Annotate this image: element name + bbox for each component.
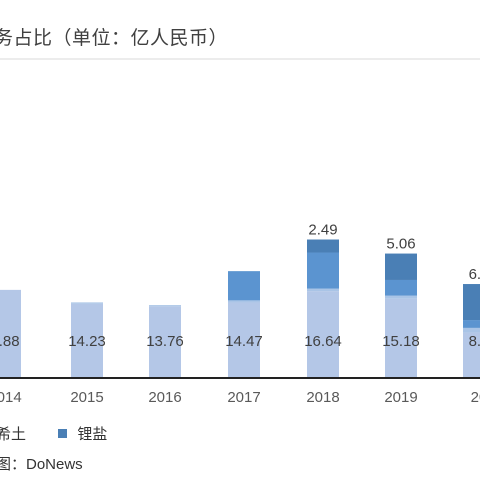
bar-segment [307, 252, 339, 289]
data-label: 15.18 [382, 333, 420, 350]
bar-segment [385, 279, 417, 296]
data-label: 8.7 [469, 333, 480, 350]
x-tick-label: 2018 [306, 389, 339, 406]
legend: 希土 锂盐 [0, 423, 107, 444]
bar-segment [307, 291, 339, 378]
bar-segment [71, 303, 103, 378]
bar-segment [385, 253, 417, 280]
bar-segment [228, 300, 260, 303]
bar-segment [149, 306, 181, 378]
data-label: 6.88 [0, 333, 20, 350]
bar-segment [385, 295, 417, 299]
data-label: 6.9 [469, 266, 480, 283]
source-note: 图：DoNews [0, 456, 83, 473]
data-label: 14.23 [68, 333, 106, 350]
bar-segment [463, 332, 480, 378]
bar-segment [228, 302, 260, 378]
x-tick-label: 2017 [227, 389, 260, 406]
bar-segment [463, 327, 480, 333]
data-label: 13.76 [146, 333, 184, 350]
bar-segment [71, 302, 103, 304]
bar-segment [0, 289, 21, 378]
legend-item-label: 锂盐 [77, 426, 108, 443]
bar-segment [307, 288, 339, 292]
x-tick-label: 2014 [0, 389, 22, 406]
bar-segment [149, 305, 181, 307]
bar-segment [228, 271, 260, 301]
x-tick-label: 20 [471, 389, 480, 406]
bar-segment [463, 320, 480, 328]
data-label: 5.06 [386, 236, 415, 253]
bar-segment [385, 298, 417, 378]
legend-item-label: 希土 [0, 426, 27, 443]
x-tick-label: 2016 [148, 389, 181, 406]
legend-swatch [58, 429, 68, 438]
chart-title: 务占比（单位：亿人民币） [0, 28, 229, 49]
bar-segment [463, 284, 480, 321]
x-tick-label: 2019 [384, 389, 417, 406]
x-tick-label: 2015 [70, 389, 103, 406]
data-label: 16.64 [304, 333, 342, 350]
data-label: 14.47 [225, 333, 263, 350]
bar-segment [307, 239, 339, 253]
data-label: 2.49 [308, 222, 337, 239]
